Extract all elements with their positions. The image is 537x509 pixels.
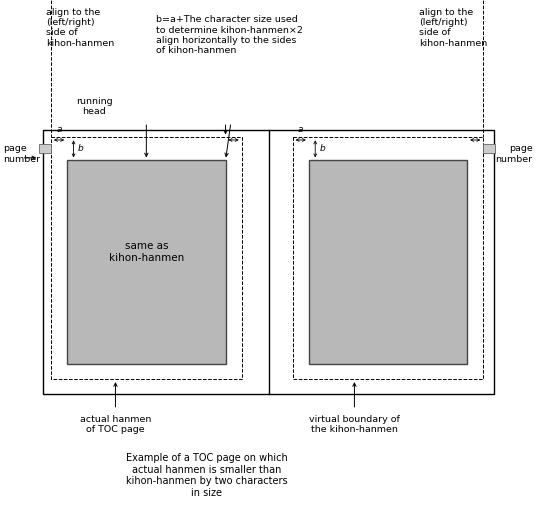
Bar [43,130,494,394]
Text: virtual boundary of
the kihon-hanmen: virtual boundary of the kihon-hanmen [309,415,400,434]
Text: align to the
(left/right)
side of
kihon-hanmen: align to the (left/right) side of kihon-… [46,8,114,48]
Text: Example of a TOC page on which
actual hanmen is smaller than
kihon-hanmen by two: Example of a TOC page on which actual ha… [126,453,288,498]
Text: b: b [320,145,325,153]
Bar [293,137,483,379]
Text: actual hanmen
of TOC page: actual hanmen of TOC page [80,415,151,434]
Text: b: b [78,145,84,153]
Bar [39,145,51,154]
Text: page
number: page number [496,144,533,164]
Bar [309,160,467,364]
Bar [51,137,242,379]
Text: same as
kihon-hanmen: same as kihon-hanmen [108,241,184,263]
Text: a: a [298,125,303,134]
Bar [67,160,226,364]
Text: align to the
(left/right)
side of
kihon-hanmen: align to the (left/right) side of kihon-… [419,8,487,48]
Text: a: a [56,125,62,134]
Text: running
head: running head [76,97,112,116]
Text: page
number: page number [3,144,40,164]
Bar [483,145,495,154]
Text: b=a+The character size used
to determine kihon-hanmen×2
align horizontally to th: b=a+The character size used to determine… [156,15,303,55]
